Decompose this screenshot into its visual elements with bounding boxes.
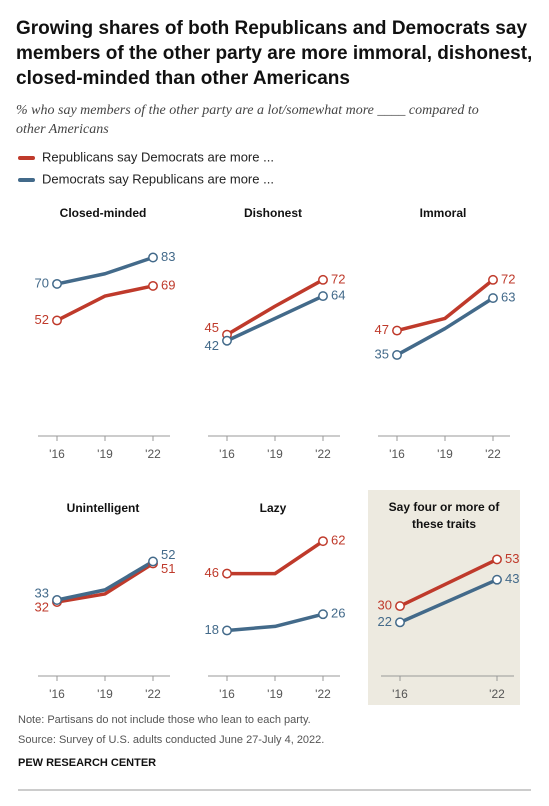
x-tick-label: '19 <box>437 447 453 461</box>
value-label: 51 <box>161 561 175 576</box>
value-label: 72 <box>331 271 345 286</box>
point <box>222 335 232 346</box>
point <box>222 625 232 636</box>
point <box>148 556 158 567</box>
point <box>318 274 328 285</box>
series-line <box>226 294 324 343</box>
value-label: 33 <box>35 585 49 600</box>
series-line <box>396 296 494 357</box>
value-label: 22 <box>378 614 392 629</box>
value-label: 42 <box>205 338 219 353</box>
x-tick-label: '19 <box>97 447 113 461</box>
value-label: 47 <box>375 322 389 337</box>
series-line <box>226 612 324 633</box>
value-label: 69 <box>161 277 175 292</box>
point <box>52 595 62 605</box>
title-box: Growing shares of both Republicans and D… <box>16 18 533 89</box>
series-line <box>56 559 154 602</box>
note: Note: Partisans do not include those who… <box>18 714 311 726</box>
value-label: 45 <box>205 320 219 335</box>
legend-label: Democrats say Republicans are more ... <box>42 171 274 186</box>
legend-label: Republicans say Democrats are more ... <box>42 149 274 164</box>
series-line <box>399 557 498 608</box>
value-label: 83 <box>161 249 175 264</box>
series-line <box>56 284 154 323</box>
x-tick-label: '22 <box>485 447 501 461</box>
x-tick-label: '22 <box>315 447 331 461</box>
x-tick-label: '22 <box>145 447 161 461</box>
point <box>392 350 402 360</box>
value-label: 30 <box>378 598 392 613</box>
point <box>492 574 502 585</box>
point <box>148 252 158 263</box>
series-line <box>396 278 495 333</box>
value-label: 46 <box>205 565 219 580</box>
series-line <box>226 278 324 337</box>
point <box>52 278 62 289</box>
value-label: 63 <box>501 290 515 305</box>
point <box>222 568 232 579</box>
point <box>148 280 158 291</box>
panel-title: Immoral <box>420 206 467 220</box>
x-tick-label: '16 <box>389 447 405 461</box>
series-line <box>56 561 154 604</box>
x-tick-label: '19 <box>267 447 283 461</box>
panel-background <box>368 490 520 705</box>
panel-title: Dishonest <box>244 206 302 220</box>
subtitle: % who say members of the other party are… <box>16 103 479 137</box>
series-line <box>399 578 498 624</box>
value-label: 64 <box>331 288 345 303</box>
footer: PEW RESEARCH CENTER <box>18 757 156 769</box>
x-tick-label: '19 <box>267 687 283 701</box>
x-tick-label: '16 <box>392 687 408 701</box>
point <box>395 617 405 628</box>
value-label: 52 <box>35 312 49 327</box>
point <box>318 291 328 302</box>
point <box>488 274 498 285</box>
point <box>488 293 498 304</box>
series-line <box>227 539 324 576</box>
x-tick-label: '16 <box>219 687 235 701</box>
point <box>318 609 328 620</box>
source: Source: Survey of U.S. adults conducted … <box>18 734 324 746</box>
value-label: 53 <box>505 551 519 566</box>
point <box>492 554 502 565</box>
value-label: 32 <box>35 599 49 614</box>
x-tick-label: '22 <box>315 687 331 701</box>
x-tick-label: '16 <box>219 447 235 461</box>
value-label: 72 <box>501 271 515 286</box>
point <box>392 325 402 336</box>
value-label: 26 <box>331 606 345 621</box>
panel-title: Lazy <box>260 501 287 515</box>
value-label: 43 <box>505 571 519 586</box>
subtitle-box: % who say members of the other party are… <box>16 103 479 137</box>
panel-title: Closed-minded <box>60 206 147 220</box>
x-tick-label: '22 <box>489 687 505 701</box>
point <box>318 536 328 547</box>
x-tick-label: '19 <box>97 687 113 701</box>
panel-title: Say four or more of these traits <box>388 500 500 531</box>
point <box>52 315 62 326</box>
panel-title: Unintelligent <box>67 501 140 515</box>
value-label: 62 <box>331 533 345 548</box>
panel-title-box: Say four or more of these traits <box>388 500 500 531</box>
value-label: 70 <box>35 275 49 290</box>
value-label: 52 <box>161 547 175 562</box>
x-tick-label: '16 <box>49 687 65 701</box>
point <box>395 601 405 612</box>
chart-title: Growing shares of both Republicans and D… <box>16 18 533 89</box>
value-label: 18 <box>205 622 219 637</box>
x-tick-label: '16 <box>49 447 65 461</box>
series-line <box>56 255 154 286</box>
x-tick-label: '22 <box>145 687 161 701</box>
value-label: 35 <box>375 346 389 361</box>
